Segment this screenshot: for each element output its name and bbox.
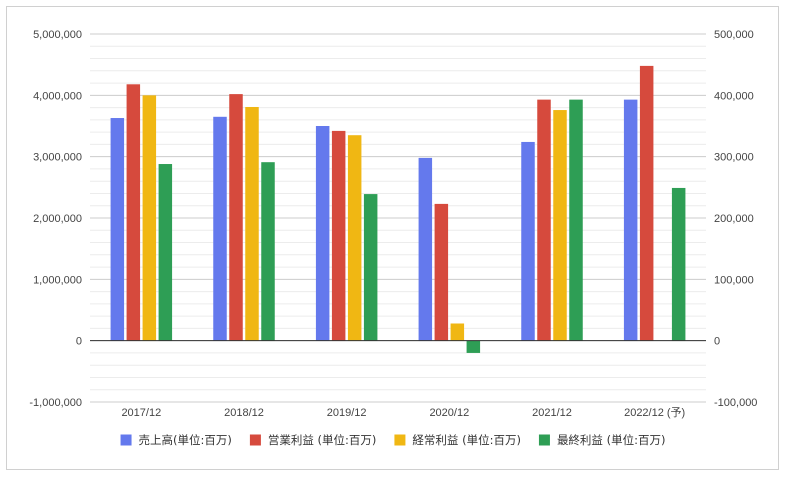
right-tick-label: 200,000 xyxy=(714,213,754,225)
x-tick-label: 2020/12 xyxy=(429,407,469,419)
bar-4-2020/12 xyxy=(466,340,481,353)
left-axis-ticks: -1,000,000 0 1,000,000 2,000,000 3,000,000 4,… xyxy=(29,29,82,409)
legend-label: 最終利益 (単位:百万) xyxy=(557,433,666,447)
bar-1-2018/12 xyxy=(213,116,227,341)
left-tick-label: -1,000,000 xyxy=(29,397,82,409)
bar-2-2021/12 xyxy=(537,99,551,341)
left-tick-label: 5,000,000 xyxy=(33,29,82,41)
x-tick-label: 2019/12 xyxy=(327,407,367,419)
right-tick-label: 300,000 xyxy=(714,152,754,164)
bar-2-2017/12 xyxy=(126,84,141,341)
legend: 売上高(単位:百万) 営業利益 (単位:百万) 経常利益 (単位:百万) 最終利益 (… xyxy=(120,433,666,447)
x-tick-label: 2022/12 (予) xyxy=(624,406,685,419)
left-tick-label: 2,000,000 xyxy=(33,213,82,225)
right-axis-ticks: -100,000 0 100,000 200,000 300,000 400,000 500… xyxy=(714,29,757,409)
bar-2-2020/12 xyxy=(434,203,449,341)
legend-swatch xyxy=(120,434,132,446)
right-tick-label: 0 xyxy=(714,336,720,348)
bar-1-2017/12 xyxy=(110,118,125,341)
bars xyxy=(110,65,686,353)
right-tick-label: 500,000 xyxy=(714,29,754,41)
bar-4-2019/12 xyxy=(363,194,378,341)
bar-2-2022/12 (予) xyxy=(639,65,654,341)
bar-3-2018/12 xyxy=(245,106,259,341)
legend-swatch xyxy=(249,434,261,446)
bar-4-2022/12 (予) xyxy=(671,187,686,341)
bar-3-2021/12 xyxy=(553,110,567,341)
bar-3-2020/12 xyxy=(450,323,465,341)
bar-2-2018/12 xyxy=(229,94,243,341)
gridlines xyxy=(90,33,706,403)
right-tick-label: -100,000 xyxy=(714,397,757,409)
right-tick-label: 100,000 xyxy=(714,274,754,286)
x-tick-label: 2021/12 xyxy=(532,407,572,419)
bar-1-2021/12 xyxy=(521,141,535,341)
bar-2-2019/12 xyxy=(331,130,346,341)
bar-1-2022/12 (予) xyxy=(623,99,638,341)
bar-4-2017/12 xyxy=(158,164,173,341)
legend-swatch xyxy=(394,434,406,446)
legend-swatch xyxy=(538,434,550,446)
bar-4-2018/12 xyxy=(261,162,275,341)
bar-3-2017/12 xyxy=(142,95,157,341)
left-tick-label: 0 xyxy=(76,336,82,348)
bar-1-2019/12 xyxy=(315,126,330,341)
left-tick-label: 4,000,000 xyxy=(33,90,82,102)
right-tick-label: 400,000 xyxy=(714,90,754,102)
x-axis-ticks: 2017/12 2018/12 2019/12 2020/12 2021/12 2022/… xyxy=(121,406,685,419)
legend-label: 営業利益 (単位:百万) xyxy=(268,433,377,447)
legend-label: 経常利益 (単位:百万) xyxy=(412,433,521,447)
left-tick-label: 3,000,000 xyxy=(33,152,82,164)
bar-3-2019/12 xyxy=(347,135,362,341)
left-tick-label: 1,000,000 xyxy=(33,274,82,286)
bar-4-2021/12 xyxy=(569,99,583,341)
bar-1-2020/12 xyxy=(418,157,433,341)
x-tick-label: 2018/12 xyxy=(224,407,264,419)
x-tick-label: 2017/12 xyxy=(121,407,161,419)
legend-label: 売上高(単位:百万) xyxy=(139,433,232,447)
